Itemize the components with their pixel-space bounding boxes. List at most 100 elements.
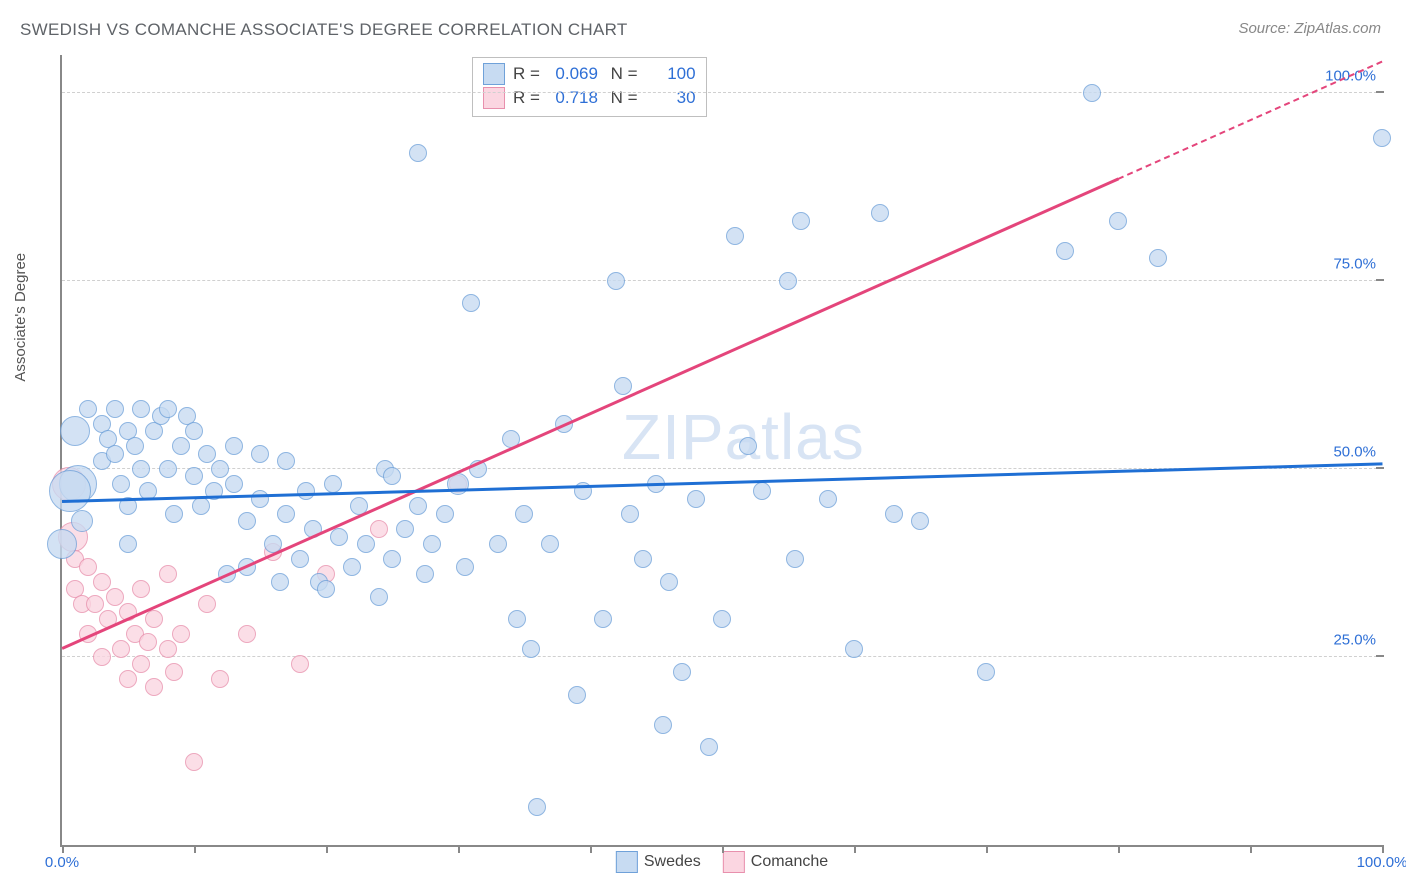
point-swedes [383, 467, 401, 485]
point-swedes [271, 573, 289, 591]
point-comanche [86, 595, 104, 613]
point-swedes [489, 535, 507, 553]
y-tick [1376, 279, 1384, 281]
point-swedes [132, 400, 150, 418]
x-tick [1250, 845, 1252, 853]
point-swedes [568, 686, 586, 704]
point-comanche [132, 580, 150, 598]
point-comanche [172, 625, 190, 643]
x-tick [722, 845, 724, 853]
x-tick [1118, 845, 1120, 853]
point-swedes [726, 227, 744, 245]
point-swedes [60, 416, 90, 446]
point-swedes [317, 580, 335, 598]
point-swedes [739, 437, 757, 455]
swatch-pink-icon [723, 851, 745, 873]
legend-label: Swedes [644, 853, 701, 871]
x-tick [62, 845, 64, 853]
point-swedes [172, 437, 190, 455]
point-swedes [594, 610, 612, 628]
point-swedes [687, 490, 705, 508]
point-swedes [106, 445, 124, 463]
point-swedes [508, 610, 526, 628]
point-swedes [792, 212, 810, 230]
trendline-comanche [61, 178, 1118, 650]
point-swedes [119, 535, 137, 553]
swatch-blue-icon [483, 63, 505, 85]
y-tick [1376, 655, 1384, 657]
legend: Swedes Comanche [616, 851, 828, 873]
point-swedes [291, 550, 309, 568]
point-swedes [423, 535, 441, 553]
point-swedes [277, 452, 295, 470]
plot-area: ZIPatlas R = 0.069 N = 100 R = 0.718 N =… [60, 55, 1382, 847]
point-swedes [1373, 129, 1391, 147]
point-swedes [277, 505, 295, 523]
x-tick [590, 845, 592, 853]
point-swedes [528, 798, 546, 816]
point-swedes [1056, 242, 1074, 260]
point-swedes [515, 505, 533, 523]
gridline [62, 92, 1382, 93]
point-swedes [330, 528, 348, 546]
legend-item-comanche: Comanche [723, 851, 828, 873]
swatch-blue-icon [616, 851, 638, 873]
point-swedes [383, 550, 401, 568]
point-swedes [977, 663, 995, 681]
point-swedes [885, 505, 903, 523]
point-comanche [370, 520, 388, 538]
y-tick-label: 75.0% [1333, 255, 1376, 272]
x-tick-label: 100.0% [1357, 854, 1406, 871]
point-comanche [159, 640, 177, 658]
point-swedes [409, 144, 427, 162]
point-swedes [456, 558, 474, 576]
point-swedes [251, 445, 269, 463]
point-comanche [145, 610, 163, 628]
point-comanche [112, 640, 130, 658]
point-comanche [211, 670, 229, 688]
point-comanche [119, 670, 137, 688]
point-comanche [145, 678, 163, 696]
x-tick [1382, 845, 1384, 853]
stat-r-blue: 0.069 [548, 64, 598, 84]
point-swedes [370, 588, 388, 606]
point-swedes [159, 460, 177, 478]
stat-label: R = [513, 64, 540, 84]
point-swedes [185, 467, 203, 485]
point-swedes [819, 490, 837, 508]
point-swedes [132, 460, 150, 478]
point-swedes [225, 437, 243, 455]
watermark: ZIPatlas [622, 400, 865, 474]
point-swedes [614, 377, 632, 395]
point-comanche [93, 648, 111, 666]
y-tick [1376, 467, 1384, 469]
point-swedes [673, 663, 691, 681]
y-tick-label: 50.0% [1333, 443, 1376, 460]
x-tick [986, 845, 988, 853]
point-swedes [753, 482, 771, 500]
point-comanche [165, 663, 183, 681]
swatch-pink-icon [483, 87, 505, 109]
point-swedes [238, 512, 256, 530]
point-swedes [297, 482, 315, 500]
point-swedes [634, 550, 652, 568]
stats-row-pink: R = 0.718 N = 30 [483, 86, 696, 110]
legend-item-swedes: Swedes [616, 851, 701, 873]
point-swedes [660, 573, 678, 591]
point-swedes [159, 400, 177, 418]
point-swedes [786, 550, 804, 568]
stats-box: R = 0.069 N = 100 R = 0.718 N = 30 [472, 57, 707, 117]
point-swedes [416, 565, 434, 583]
y-tick-label: 25.0% [1333, 631, 1376, 648]
point-comanche [238, 625, 256, 643]
point-swedes [343, 558, 361, 576]
point-swedes [112, 475, 130, 493]
y-tick [1376, 91, 1384, 93]
point-comanche [198, 595, 216, 613]
point-swedes [436, 505, 454, 523]
point-swedes [621, 505, 639, 523]
point-swedes [1149, 249, 1167, 267]
point-swedes [911, 512, 929, 530]
point-comanche [132, 655, 150, 673]
point-swedes [713, 610, 731, 628]
